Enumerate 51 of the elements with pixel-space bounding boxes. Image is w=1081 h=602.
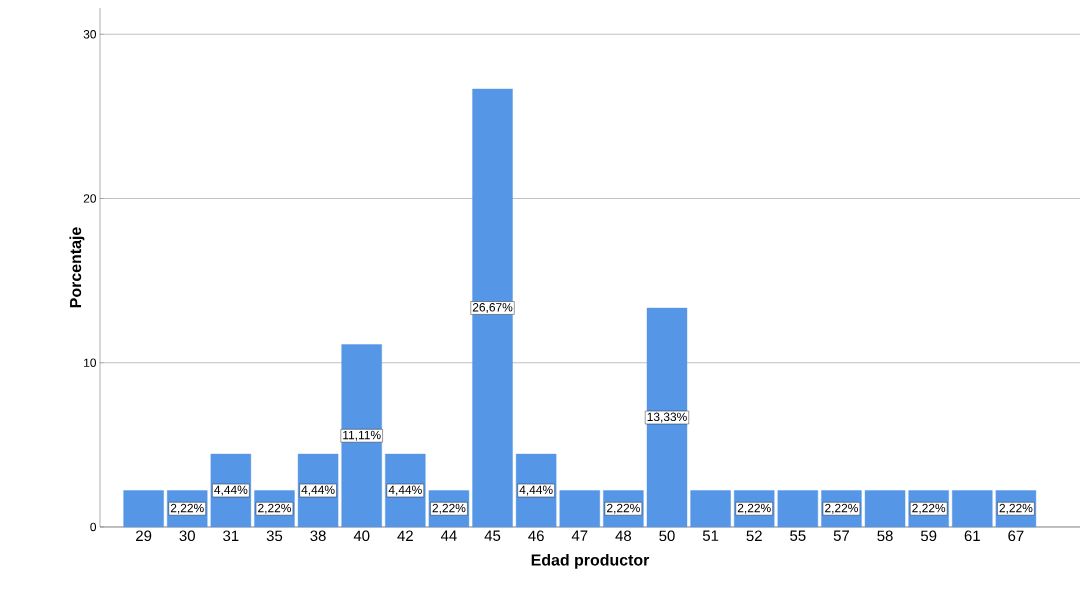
data-label: 4,44% <box>214 485 248 496</box>
x-tick-label: 47 <box>571 530 588 541</box>
x-tick-label: 42 <box>397 530 413 541</box>
data-label: 13,33% <box>647 412 687 423</box>
x-tick-label: 48 <box>615 530 632 542</box>
x-tick-label: 52 <box>746 530 762 542</box>
y-axis-title: Porcentaje <box>69 227 85 308</box>
bar <box>690 490 731 528</box>
bar <box>864 490 906 528</box>
bar <box>341 344 382 528</box>
x-tick-label: 45 <box>484 530 501 541</box>
data-label: 2,22% <box>170 503 204 514</box>
x-tick-label: 40 <box>353 530 370 542</box>
y-tick-label: 20 <box>83 194 97 203</box>
data-label: 4,44% <box>519 485 553 496</box>
x-tick-label: 46 <box>528 530 544 542</box>
bar <box>646 307 688 528</box>
x-tick-label: 59 <box>920 530 937 542</box>
data-label: 2,22% <box>737 503 771 514</box>
y-tick-label: 0 <box>90 522 97 532</box>
x-tick-label: 51 <box>702 530 719 541</box>
x-axis-title: Edad productor <box>531 553 650 569</box>
bar <box>559 490 600 528</box>
data-label: 2,22% <box>607 503 640 514</box>
y-tick-label: 30 <box>83 30 97 39</box>
data-label: 11,11% <box>343 430 381 441</box>
bar <box>777 490 819 528</box>
data-label: 4,44% <box>301 485 335 496</box>
x-tick-label: 35 <box>266 530 283 542</box>
data-label: 2,22% <box>825 503 858 514</box>
x-tick-label: 29 <box>136 530 152 542</box>
x-tick-label: 30 <box>179 530 195 542</box>
data-label: 2,22% <box>999 503 1033 514</box>
x-tick-label: 61 <box>964 530 980 542</box>
x-tick-label: 58 <box>877 530 893 542</box>
bar <box>123 490 164 528</box>
x-tick-label: 44 <box>440 530 457 541</box>
x-tick-label: 50 <box>659 530 675 542</box>
bar <box>472 88 513 528</box>
data-label: 4,44% <box>388 485 422 496</box>
x-tick-label: 67 <box>1008 530 1024 542</box>
data-label: 2,22% <box>912 503 946 514</box>
x-tick-label: 57 <box>833 530 849 541</box>
y-tick-label: 10 <box>84 358 97 367</box>
data-label: 2,22% <box>432 503 466 514</box>
x-tick-label: 38 <box>310 530 326 542</box>
x-tick-label: 55 <box>790 530 806 541</box>
data-label: 26,67% <box>472 303 513 313</box>
data-label: 2,22% <box>258 503 291 514</box>
x-tick-label: 31 <box>223 530 239 542</box>
bar <box>952 490 993 528</box>
